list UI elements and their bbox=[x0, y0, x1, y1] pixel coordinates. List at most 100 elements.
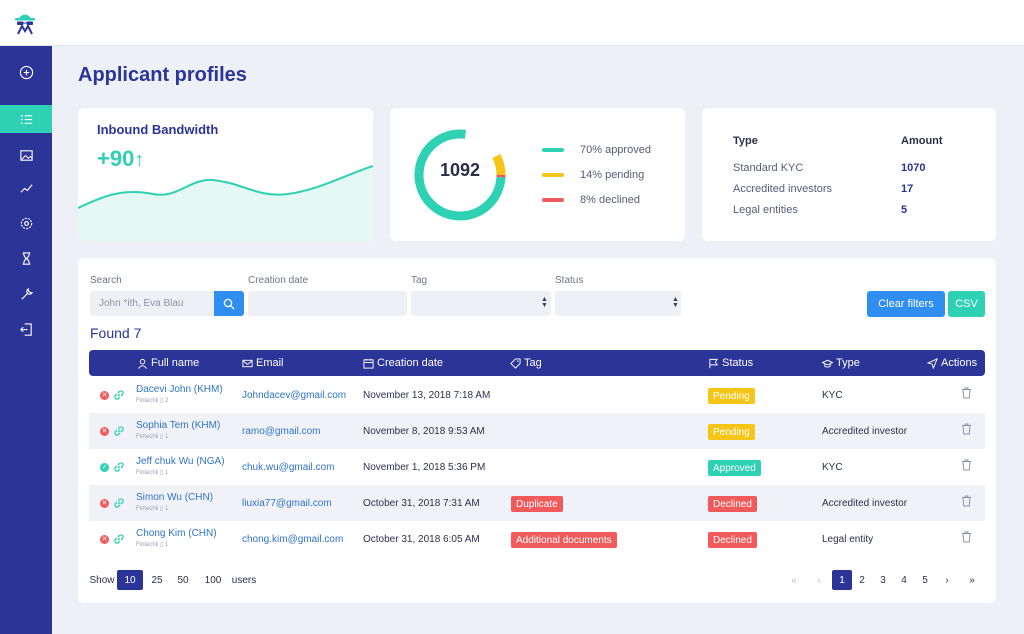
applicant-type: KYC bbox=[822, 390, 843, 401]
bandwidth-title: Inbound Bandwidth bbox=[97, 122, 219, 137]
sidebar-item-settings[interactable] bbox=[0, 209, 52, 237]
page-size-10[interactable]: 10 bbox=[117, 570, 143, 590]
table-row[interactable]: ✕ Dacevi John (KHM) Fintechli ▯ 2 Johndacev… bbox=[89, 377, 985, 413]
column-header-tag[interactable]: Tag bbox=[510, 357, 542, 369]
page-size-25[interactable]: 25 bbox=[151, 574, 163, 586]
csv-button[interactable]: CSV bbox=[948, 291, 985, 317]
declined-x-icon: ✕ bbox=[100, 427, 109, 436]
applicant-name[interactable]: Sophia Tem (KHM) bbox=[136, 420, 221, 431]
applicant-email[interactable]: chuk.wu@gmail.com bbox=[242, 462, 335, 473]
sidebar-item-tools[interactable] bbox=[0, 280, 52, 308]
applicant-cell[interactable]: Dacevi John (KHM) Fintechli ▯ 2 bbox=[136, 384, 223, 404]
search-input[interactable] bbox=[90, 291, 214, 316]
status-select[interactable] bbox=[555, 291, 681, 316]
page-4[interactable]: 4 bbox=[901, 574, 907, 586]
clear-filters-button[interactable]: Clear filters bbox=[867, 291, 945, 317]
applicant-name[interactable]: Chong Kim (CHN) bbox=[136, 528, 217, 539]
sidebar-item-logout[interactable] bbox=[0, 315, 52, 343]
link-icon[interactable] bbox=[113, 461, 125, 473]
applicant-email[interactable]: liuxia77@gmail.com bbox=[242, 498, 332, 509]
page-2[interactable]: 2 bbox=[859, 574, 865, 586]
bandwidth-value: +90↑ bbox=[97, 146, 144, 172]
link-icon[interactable] bbox=[113, 389, 125, 401]
settings-icon bbox=[20, 217, 32, 229]
trash-icon[interactable] bbox=[961, 387, 972, 399]
document-count: 1 bbox=[165, 434, 169, 440]
summary-card: Type Amount Standard KYC 1070 Accredited… bbox=[702, 108, 996, 241]
users-label: users bbox=[231, 574, 257, 586]
document-count: 1 bbox=[165, 470, 169, 476]
page-1[interactable]: 1 bbox=[832, 570, 852, 590]
applicant-cell[interactable]: Chong Kim (CHN) Fintechli ▯ 1 bbox=[136, 528, 217, 548]
applicant-name[interactable]: Simon Wu (CHN) bbox=[136, 492, 214, 503]
applicant-type: Accredited investor bbox=[822, 426, 908, 437]
sidebar-item-stats[interactable] bbox=[0, 174, 52, 202]
add-circle-icon bbox=[19, 65, 33, 79]
sidebar-item-list[interactable] bbox=[0, 105, 52, 133]
applicant-cell[interactable]: Simon Wu (CHN) Fintechli ▯ 1 bbox=[136, 492, 213, 512]
table-row[interactable]: ✓ Jeff chuk Wu (NGA) Fintechli ▯ 1 chuk.wu@… bbox=[89, 449, 985, 485]
column-header-status[interactable]: Status bbox=[708, 357, 753, 369]
org-name: Fintechli bbox=[136, 398, 159, 404]
declined-x-icon: ✕ bbox=[100, 499, 109, 508]
page-size-50[interactable]: 50 bbox=[177, 574, 189, 586]
summary-type: Standard KYC bbox=[733, 162, 804, 174]
column-header-name[interactable]: Full name bbox=[137, 357, 199, 369]
graduation-cap-icon bbox=[822, 359, 833, 368]
sidebar-item-history[interactable] bbox=[0, 244, 52, 272]
table-row[interactable]: ✕ Simon Wu (CHN) Fintechli ▯ 1 liuxia77@gma… bbox=[89, 485, 985, 521]
applicant-cell[interactable]: Jeff chuk Wu (NGA) Fintechli ▯ 1 bbox=[136, 456, 225, 476]
legend-declined: 8% declined bbox=[542, 194, 640, 206]
next-page-button[interactable]: › bbox=[945, 574, 949, 586]
summary-type: Legal entities bbox=[733, 204, 798, 216]
donut-segment-declined bbox=[414, 129, 506, 221]
approval-donut-chart bbox=[414, 129, 506, 221]
column-header-email[interactable]: Email bbox=[242, 357, 284, 369]
legend-pending: 14% pending bbox=[542, 169, 644, 181]
table-header: Full name Email Creation date Tag Status… bbox=[89, 350, 985, 376]
tag-badge[interactable]: Additional documents bbox=[511, 532, 617, 548]
sidebar-item-add[interactable] bbox=[0, 58, 52, 86]
logout-icon bbox=[19, 322, 32, 336]
summary-type: Accredited investors bbox=[733, 183, 833, 195]
link-icon[interactable] bbox=[113, 425, 125, 437]
column-header-label: Email bbox=[256, 357, 284, 369]
column-header-type[interactable]: Type bbox=[822, 357, 860, 369]
applicant-name[interactable]: Jeff chuk Wu (NGA) bbox=[136, 456, 225, 467]
org-name: Fintechli bbox=[136, 542, 159, 548]
prev-page-button[interactable]: ‹ bbox=[817, 574, 821, 586]
link-icon[interactable] bbox=[113, 497, 125, 509]
trash-icon[interactable] bbox=[961, 423, 972, 435]
column-header-label: Actions bbox=[941, 357, 978, 369]
table-row[interactable]: ✕ Sophia Tem (KHM) Fintechli ▯ 1 ramo@gmail… bbox=[89, 413, 985, 449]
approved-check-icon: ✓ bbox=[100, 463, 109, 472]
applicant-org: Fintechli ▯ 1 bbox=[136, 469, 225, 476]
applicant-name[interactable]: Dacevi John (KHM) bbox=[136, 384, 223, 395]
tag-badge[interactable]: Duplicate bbox=[511, 496, 563, 512]
applicant-email[interactable]: chong.kim@gmail.com bbox=[242, 534, 344, 545]
sidebar-item-images[interactable] bbox=[0, 141, 52, 169]
trash-icon[interactable] bbox=[961, 531, 972, 543]
org-name: Fintechli bbox=[136, 506, 159, 512]
trash-icon[interactable] bbox=[961, 459, 972, 471]
page-3[interactable]: 3 bbox=[880, 574, 886, 586]
status-badge: Declined bbox=[708, 532, 757, 548]
logo-icon[interactable] bbox=[10, 10, 40, 36]
page-size-100[interactable]: 100 bbox=[204, 574, 222, 586]
first-page-button[interactable]: « bbox=[791, 574, 797, 586]
legend-label: 14% pending bbox=[580, 169, 645, 181]
page-5[interactable]: 5 bbox=[922, 574, 928, 586]
column-header-date[interactable]: Creation date bbox=[363, 357, 443, 369]
creation-date-label: Creation date bbox=[248, 275, 309, 286]
creation-date-input[interactable] bbox=[248, 291, 407, 316]
link-icon[interactable] bbox=[113, 533, 125, 545]
applicant-email[interactable]: ramo@gmail.com bbox=[242, 426, 321, 437]
applicant-cell[interactable]: Sophia Tem (KHM) Fintechli ▯ 1 bbox=[136, 420, 220, 440]
table-row[interactable]: ✕ Chong Kim (CHN) Fintechli ▯ 1 chong.kim@g… bbox=[89, 521, 985, 557]
trash-icon[interactable] bbox=[961, 495, 972, 507]
applicant-email[interactable]: Johndacev@gmail.com bbox=[242, 390, 347, 401]
tag-select[interactable] bbox=[411, 291, 551, 316]
last-page-button[interactable]: » bbox=[969, 574, 975, 586]
search-button[interactable] bbox=[214, 291, 244, 316]
document-icon: ▯ bbox=[160, 470, 164, 476]
